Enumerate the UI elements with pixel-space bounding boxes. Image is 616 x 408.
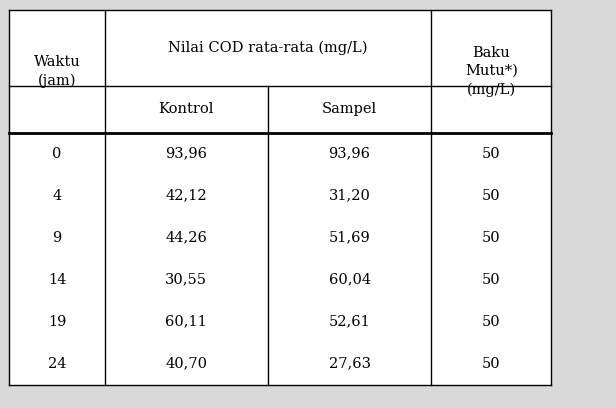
Text: 50: 50 [482, 315, 501, 329]
Text: 52,61: 52,61 [329, 315, 370, 329]
Text: 50: 50 [482, 146, 501, 161]
Text: 50: 50 [482, 273, 501, 287]
Text: 24: 24 [47, 357, 67, 371]
Text: 14: 14 [48, 273, 66, 287]
Text: Kontrol: Kontrol [159, 102, 214, 116]
Text: 0: 0 [52, 146, 62, 161]
Text: 60,11: 60,11 [166, 315, 207, 329]
Text: 93,96: 93,96 [328, 146, 371, 161]
Bar [9, 10, 551, 385]
Text: 19: 19 [48, 315, 66, 329]
Text: 60,04: 60,04 [328, 273, 371, 287]
Text: 51,69: 51,69 [329, 231, 370, 245]
Text: 31,20: 31,20 [329, 188, 370, 203]
Text: 4: 4 [52, 188, 62, 203]
Text: 50: 50 [482, 231, 501, 245]
Text: 44,26: 44,26 [166, 231, 207, 245]
Text: Waktu
(jam): Waktu (jam) [34, 55, 80, 88]
Text: 50: 50 [482, 357, 501, 371]
Text: 40,70: 40,70 [165, 357, 208, 371]
Text: 30,55: 30,55 [165, 273, 208, 287]
Text: 50: 50 [482, 188, 501, 203]
Text: Nilai COD rata-rata (mg/L): Nilai COD rata-rata (mg/L) [168, 41, 368, 55]
Text: Baku
Mutu*)
(mg/L): Baku Mutu*) (mg/L) [465, 46, 517, 97]
Text: 42,12: 42,12 [166, 188, 207, 203]
Text: 9: 9 [52, 231, 62, 245]
Text: 93,96: 93,96 [165, 146, 208, 161]
Text: Sampel: Sampel [322, 102, 377, 116]
Text: 27,63: 27,63 [328, 357, 371, 371]
